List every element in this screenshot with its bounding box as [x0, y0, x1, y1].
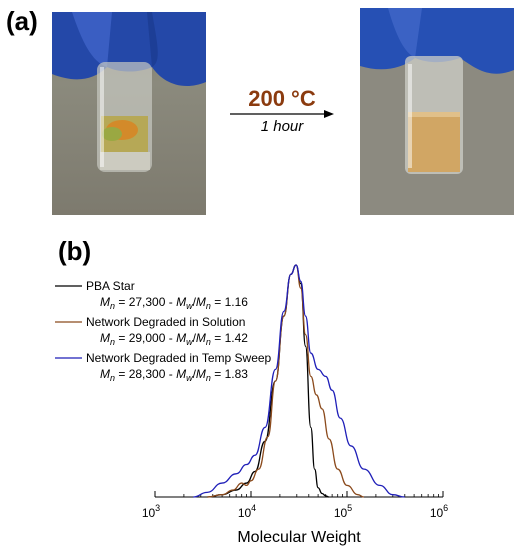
x-tick-label: 103	[142, 503, 160, 520]
panel-b-label: (b)	[58, 236, 92, 266]
vial-before-photo	[52, 12, 206, 215]
chart-axes: 103 104 105 106 Molecular Weight	[142, 491, 448, 546]
x-tick-label: 106	[430, 503, 448, 520]
x-axis-label: Molecular Weight	[237, 529, 361, 546]
x-tick-label: 104	[238, 503, 256, 520]
temperature-label: 200 °C	[248, 86, 316, 111]
time-label: 1 hour	[260, 118, 304, 135]
legend-entry-1: PBA Star	[86, 279, 135, 293]
vial-before-image	[52, 12, 206, 215]
legend-stats-3: Mn = 28,300 - Mw/Mn = 1.83	[100, 367, 248, 383]
series-line-3	[193, 264, 405, 498]
legend-entry-2: Network Degraded in Solution	[86, 315, 245, 329]
vial-after-photo	[360, 8, 514, 215]
chart-curves	[193, 264, 405, 498]
chart-legend: PBA Star Mn = 27,300 - Mw/Mn = 1.16 Networ…	[55, 279, 272, 383]
vial-after-image	[360, 8, 514, 215]
legend-entry-3: Network Degraded in Temp Sweep	[86, 351, 272, 365]
legend-stats-2: Mn = 29,000 - Mw/Mn = 1.42	[100, 331, 248, 347]
x-tick-label: 105	[334, 503, 352, 520]
panel-a-label: (a)	[6, 6, 38, 36]
legend-stats-1: Mn = 27,300 - Mw/Mn = 1.16	[100, 295, 248, 311]
